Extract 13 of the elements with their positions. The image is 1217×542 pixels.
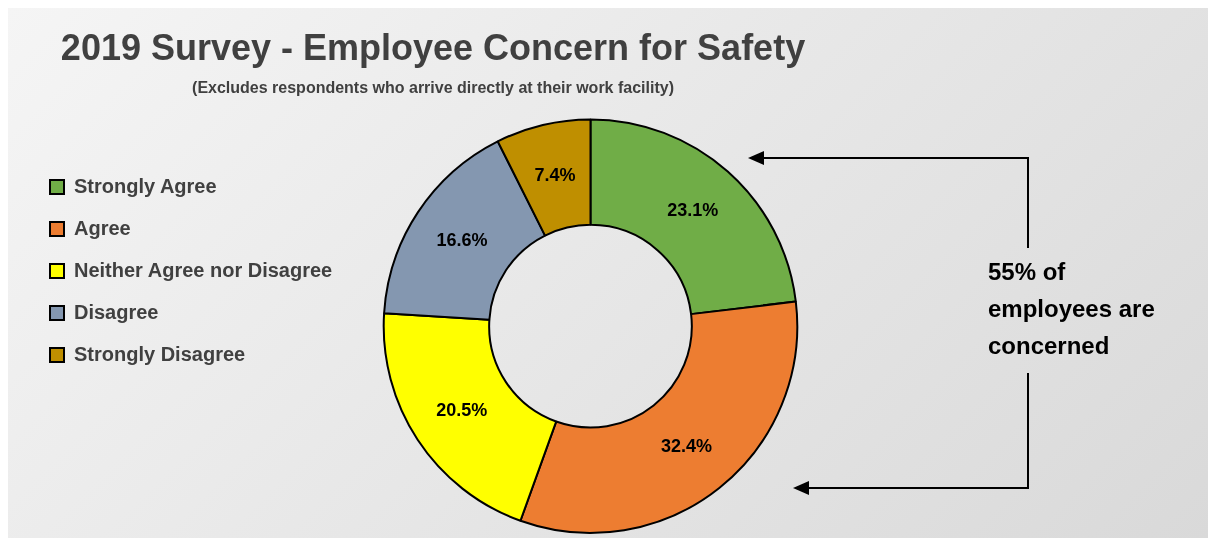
legend-label: Disagree bbox=[74, 300, 159, 323]
legend-label: Agree bbox=[74, 216, 131, 239]
chart-subtitle: (Excludes respondents who arrive directly at their work facility) bbox=[192, 79, 674, 97]
legend-label: Strongly Agree bbox=[74, 174, 217, 197]
legend-label: Strongly Disagree bbox=[74, 342, 246, 365]
data-label: 7.4% bbox=[534, 165, 576, 186]
data-label: 16.6% bbox=[436, 230, 488, 251]
legend-label: Neither Agree nor Disagree bbox=[74, 258, 333, 281]
data-label: 23.1% bbox=[667, 199, 719, 220]
data-label: 20.5% bbox=[436, 399, 488, 420]
text: 55% of employees are concerned bbox=[988, 257, 1155, 359]
data-label: 32.4% bbox=[660, 435, 712, 456]
chart-title: 2019 Survey - Employee Concern for Safety bbox=[60, 26, 806, 68]
